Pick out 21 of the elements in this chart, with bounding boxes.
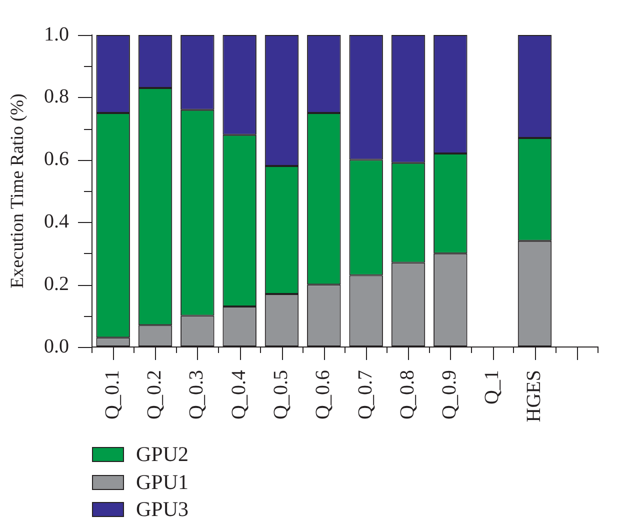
y-tick-label: 0.2 <box>44 272 69 295</box>
x-tick-label: Q_0.3 <box>186 370 208 420</box>
y-axis-title: Execution Time Ratio (%) <box>8 94 28 288</box>
x-tick-label: Q_0.6 <box>312 370 334 420</box>
x-tick-label: Q_0.2 <box>144 370 166 420</box>
x-tick-label: Q_0.8 <box>396 370 418 420</box>
y-tick-label: 0.0 <box>44 335 69 358</box>
y-tick-label: 0.6 <box>44 148 69 170</box>
legend-label: GPU2 <box>136 442 189 468</box>
x-tick-label: Q_0.1 <box>101 370 124 420</box>
y-tick-label: 0.4 <box>44 210 69 232</box>
x-tick-label: Q_1 <box>480 370 503 404</box>
y-tick-label: 1.0 <box>44 23 69 46</box>
legend-label: GPU1 <box>136 470 189 495</box>
y-tick-label: 0.8 <box>44 86 69 108</box>
x-tick-label: Q_0.7 <box>354 370 376 420</box>
x-tick-label: Q_0.9 <box>438 370 461 420</box>
legend-label: GPU3 <box>136 497 189 522</box>
x-tick-label: HGES <box>523 370 545 422</box>
x-tick-label: Q_0.5 <box>270 370 292 420</box>
x-tick-label: Q_0.4 <box>228 370 250 420</box>
